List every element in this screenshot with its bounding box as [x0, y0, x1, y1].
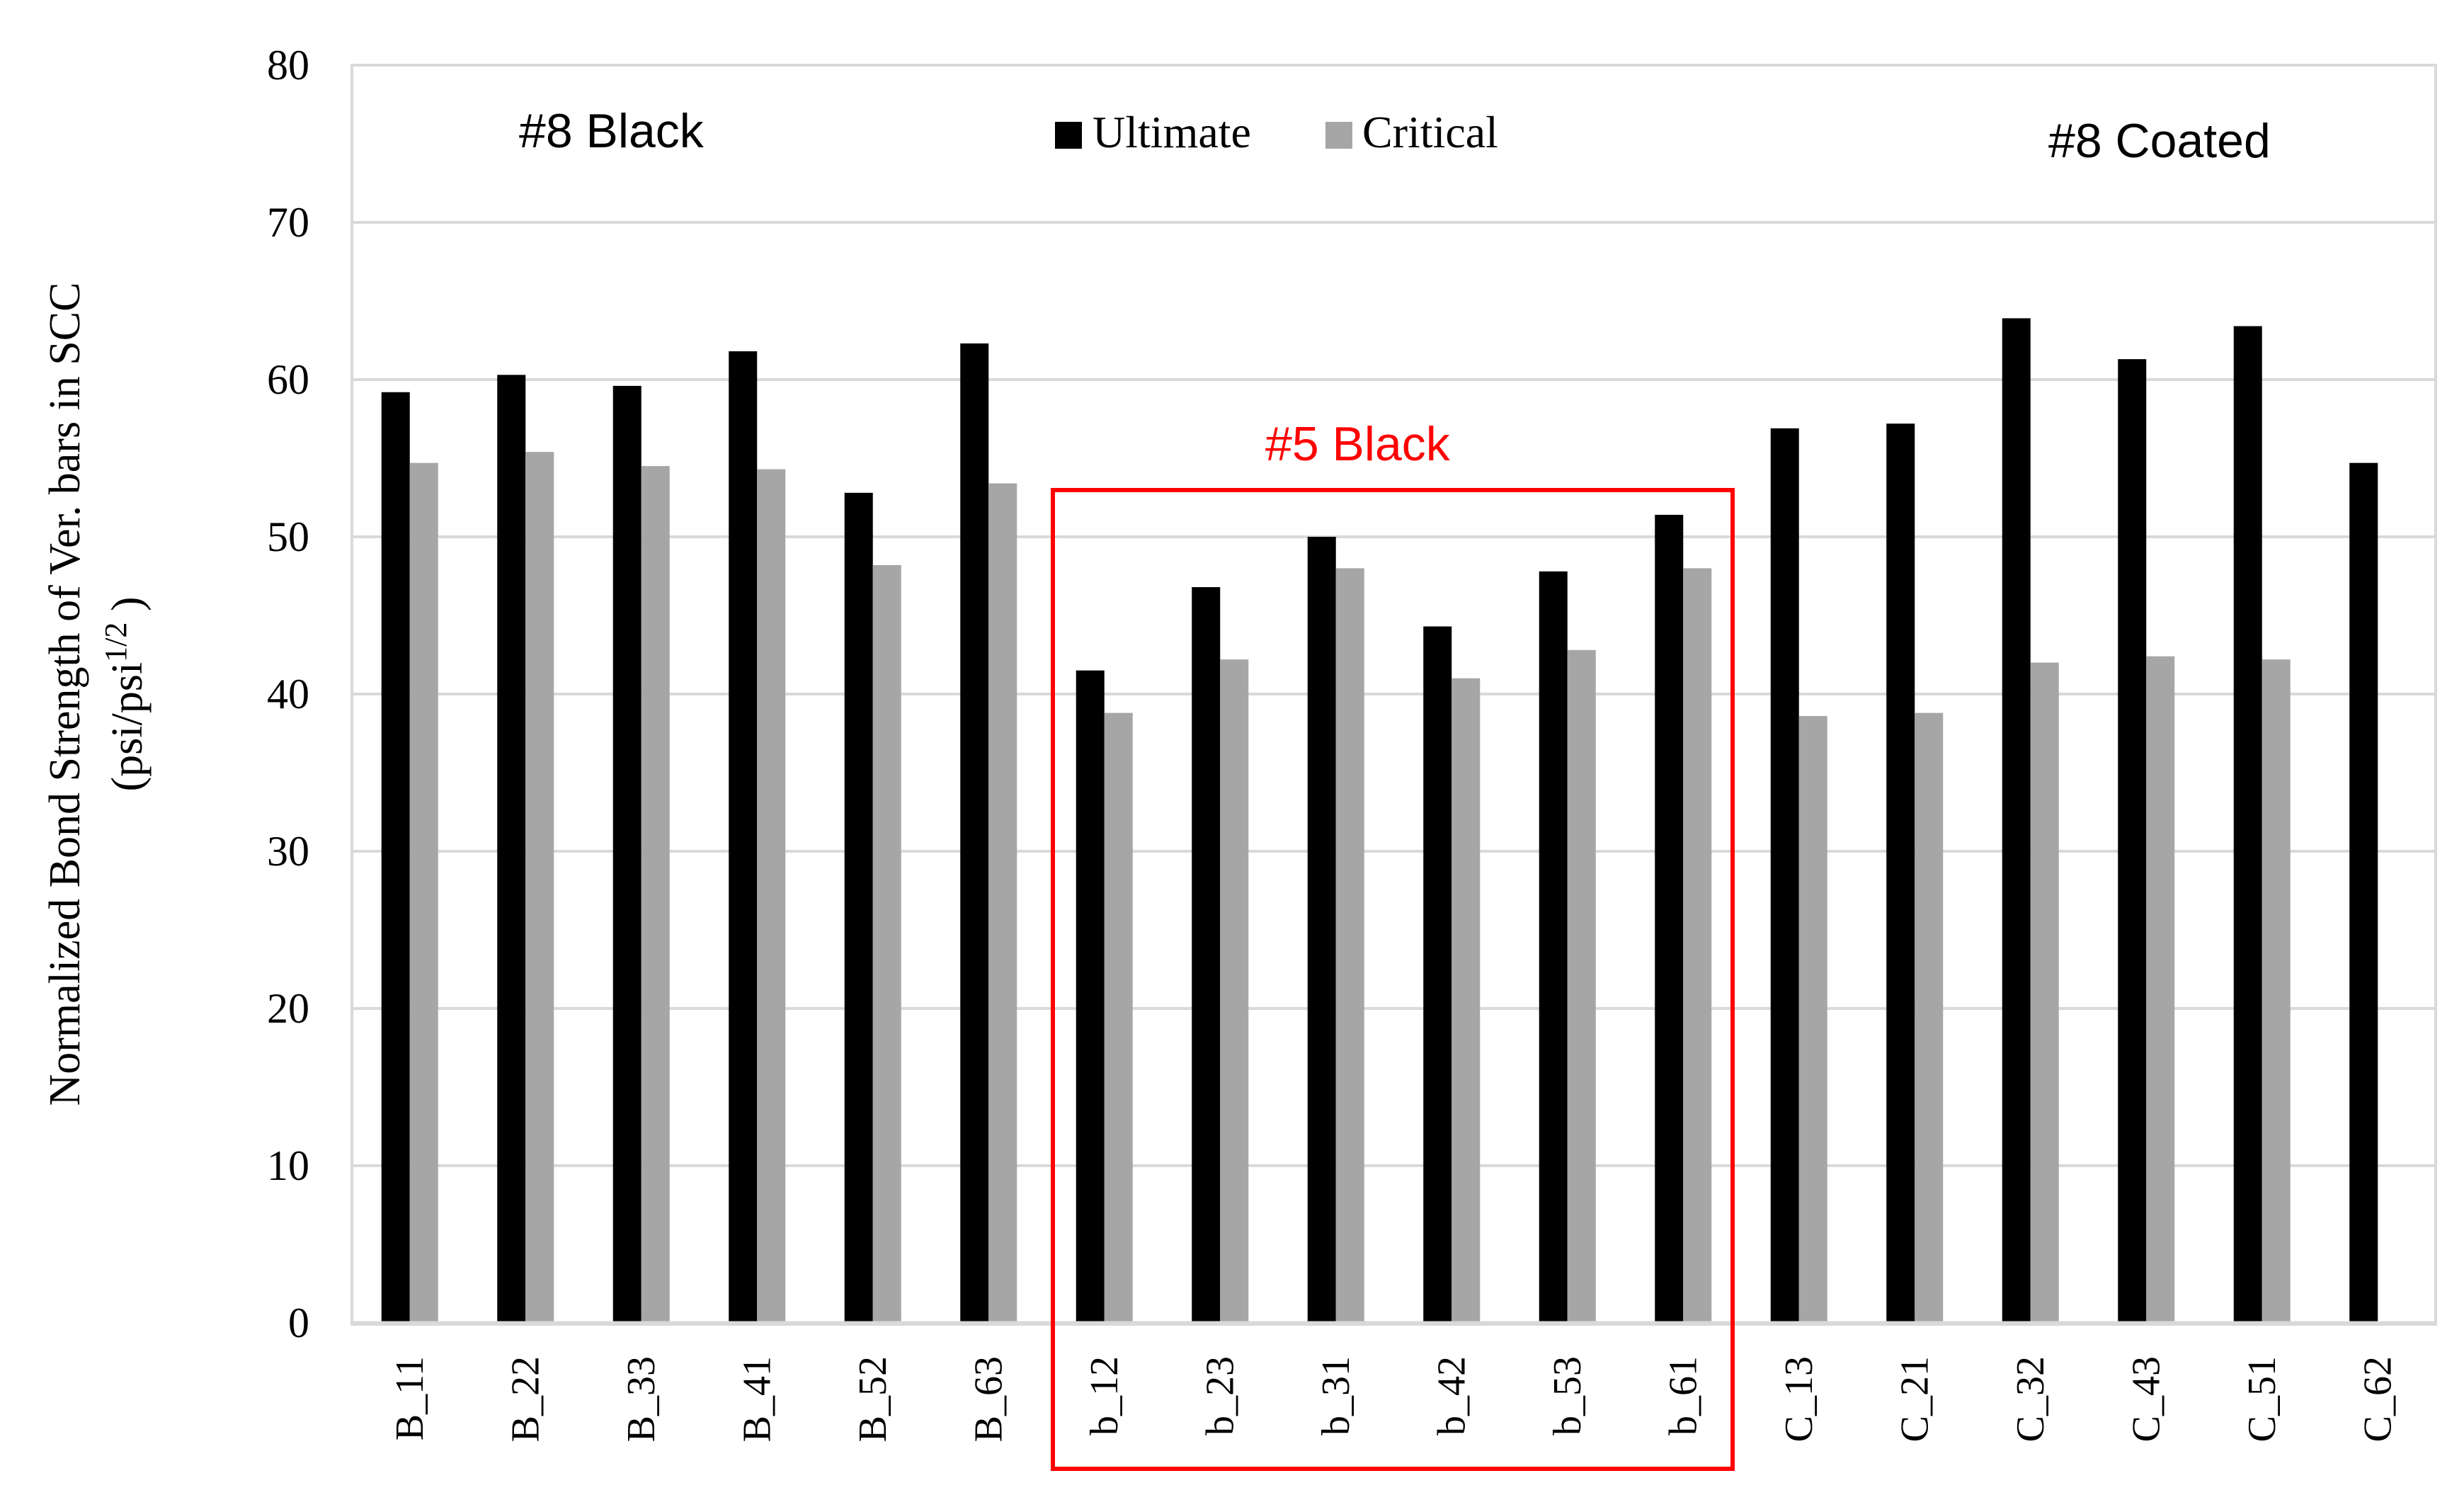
bar-critical-c_51 — [2261, 659, 2291, 1323]
bar-critical-b_31 — [1335, 568, 1364, 1323]
y-tick-label: 10 — [267, 1142, 309, 1189]
y-tick-label: 80 — [267, 42, 309, 89]
bar-critical-b_41 — [757, 469, 786, 1323]
y-tick-label: 20 — [267, 985, 309, 1032]
annotation-8-coated: #8 Coated — [2048, 114, 2271, 168]
bar-ultimate-b_53 — [1539, 571, 1568, 1323]
bar-critical-b_52 — [872, 564, 901, 1324]
y-tick-label: 70 — [267, 199, 309, 246]
x-tick-label: C_51 — [2240, 1356, 2284, 1442]
gridlines — [352, 64, 2436, 1167]
bar-ultimate-b_61 — [1655, 514, 1684, 1324]
y-tick-labels: 0 10 20 30 40 50 60 70 80 — [267, 42, 309, 1346]
bar-ultimate-b_22 — [497, 375, 526, 1323]
bar-critical-c_43 — [2146, 656, 2175, 1323]
bar-critical-b_33 — [641, 466, 670, 1323]
x-tick-label: C_21 — [1893, 1356, 1937, 1442]
x-tick-label: b_61 — [1661, 1356, 1705, 1436]
x-tick-label: C_13 — [1777, 1356, 1821, 1442]
legend-label-critical: Critical — [1362, 107, 1498, 157]
y-tick-label: 60 — [267, 356, 309, 403]
bar-ultimate-b_31 — [1307, 537, 1336, 1323]
bar-critical-c_21 — [1915, 712, 1944, 1323]
bar-critical-c_13 — [1798, 716, 1827, 1323]
x-tick-label: b_42 — [1430, 1356, 1473, 1436]
bar-ultimate-b_23 — [1192, 587, 1221, 1323]
y-tick-label: 0 — [288, 1300, 309, 1346]
bar-ultimate-c_51 — [2233, 326, 2262, 1323]
x-tick-label: C_62 — [2356, 1356, 2400, 1442]
bar-ultimate-b_42 — [1423, 626, 1452, 1323]
legend: Ultimate Critical — [1055, 107, 1498, 157]
legend-label-ultimate: Ultimate — [1093, 107, 1251, 157]
highlight-box-5-black — [1051, 488, 1735, 1471]
bar-critical-b_42 — [1451, 678, 1481, 1323]
x-tick-label: C_32 — [2009, 1356, 2053, 1442]
bar-ultimate-b_52 — [844, 492, 873, 1323]
bar-critical-b_61 — [1683, 568, 1712, 1323]
bar-ultimate-b_63 — [960, 343, 989, 1324]
x-tick-label: B_22 — [503, 1356, 547, 1442]
y-tick-label: 50 — [267, 513, 309, 560]
bar-ultimate-c_21 — [1886, 424, 1915, 1324]
bar-ultimate-b_11 — [381, 392, 410, 1323]
x-tick-label: C_43 — [2124, 1356, 2168, 1442]
bar-ultimate-b_12 — [1076, 670, 1105, 1323]
bar-ultimate-b_33 — [612, 385, 641, 1323]
legend-swatch-critical — [1325, 122, 1352, 149]
bar-critical-b_53 — [1567, 649, 1596, 1323]
x-tick-label: b_53 — [1546, 1356, 1590, 1436]
y-tick-label: 30 — [267, 828, 309, 875]
legend-swatch-ultimate — [1055, 122, 1082, 149]
x-tick-label: B_33 — [620, 1356, 663, 1442]
x-tick-labels: B_11 B_22 B_33 B_41 B_52 B_63 b_12 b_23 b_31 b_42… — [388, 1356, 2400, 1442]
y-axis-title: Normalized Bond Strength of Ver. bars in… — [41, 283, 89, 1106]
bar-ultimate-c_43 — [2118, 359, 2147, 1323]
bar-critical-b_23 — [1220, 659, 1249, 1323]
bar-ultimate-c_62 — [2349, 462, 2378, 1324]
x-tick-label: B_41 — [735, 1356, 779, 1442]
bar-ultimate-c_32 — [2002, 318, 2031, 1323]
bar-critical-c_32 — [2030, 662, 2059, 1323]
annotation-5-black: #5 Black — [1265, 417, 1451, 471]
x-tick-label: B_63 — [966, 1356, 1010, 1442]
x-tick-label: b_12 — [1083, 1356, 1127, 1436]
bar-critical-b_63 — [988, 483, 1017, 1323]
x-tick-label: b_31 — [1314, 1356, 1358, 1436]
bars — [381, 318, 2378, 1324]
y-axis-title-units: (psi/psi1/2 ) — [98, 597, 152, 792]
bar-ultimate-b_41 — [729, 351, 758, 1323]
bar-critical-b_11 — [409, 462, 438, 1324]
bar-critical-b_12 — [1104, 712, 1133, 1323]
x-tick-label: B_11 — [388, 1356, 432, 1440]
annotation-8-black: #8 Black — [519, 104, 705, 158]
x-tick-label: B_52 — [851, 1356, 895, 1442]
y-tick-label: 40 — [267, 671, 309, 717]
x-tick-label: b_23 — [1198, 1356, 1242, 1436]
bar-ultimate-c_13 — [1770, 428, 1799, 1323]
bar-critical-b_22 — [525, 452, 554, 1323]
